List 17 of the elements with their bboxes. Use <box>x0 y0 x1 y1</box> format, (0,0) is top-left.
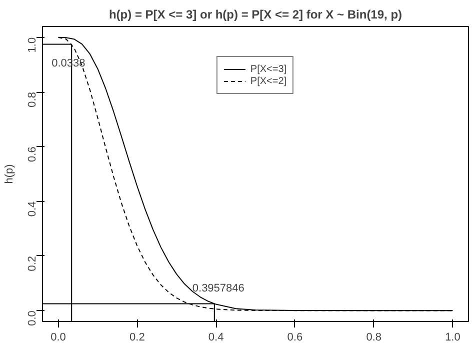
y-tick-label: 0.4 <box>26 201 38 217</box>
x-tick-label: 0.4 <box>208 332 224 343</box>
x-tick-label: 0.8 <box>366 332 382 343</box>
y-axis-title: h(p) <box>4 164 16 184</box>
x-tick-label: 0.0 <box>50 332 66 343</box>
x-tick-label: 1.0 <box>445 332 460 343</box>
y-tick-label: 0.2 <box>26 256 38 272</box>
legend-label: P[X<=3] <box>250 63 287 75</box>
y-tick-label: 0.8 <box>26 92 38 108</box>
x-tick-label: 0.6 <box>287 332 303 343</box>
y-tick-label: 0.6 <box>26 146 38 162</box>
chart-title: h(p) = P[X <= 3] or h(p) = P[X <= 2] for X ~ Bin(19, p) <box>108 8 402 22</box>
y-tick-label: 1.0 <box>26 37 38 53</box>
x-tick-label: 0.2 <box>130 332 145 343</box>
annotation: 0.3957846 <box>192 282 244 295</box>
y-tick-label: 0.0 <box>26 310 38 326</box>
legend-label: P[X<=2] <box>250 75 287 87</box>
